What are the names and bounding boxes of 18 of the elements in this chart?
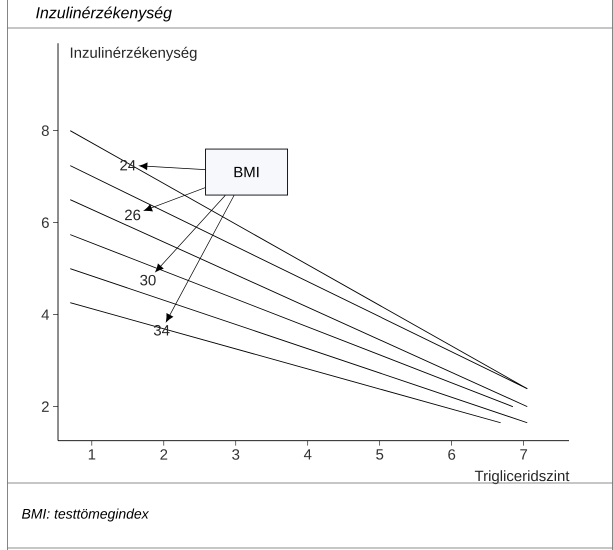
chart-title: Inzulinérzékenység xyxy=(36,6,172,22)
x-tick-label: 7 xyxy=(520,449,528,460)
x-axis-title: Trigliceridszint xyxy=(474,470,570,484)
annotation: BMI xyxy=(234,166,258,178)
y-axis-title: Inzulinérzékenység xyxy=(70,46,196,61)
x-tick-label: 4 xyxy=(304,449,312,460)
annotation: 26 xyxy=(125,210,140,220)
y-tick-label: 2 xyxy=(42,401,49,412)
y-tick-label: 6 xyxy=(42,217,49,228)
x-tick-label: 6 xyxy=(448,449,456,460)
x-tick-label: 2 xyxy=(160,449,168,460)
x-tick-label: 3 xyxy=(232,449,240,460)
text: BMI: testtömegindex xyxy=(22,508,150,522)
y-tick-label: 4 xyxy=(42,310,50,320)
x-tick-label: 1 xyxy=(88,449,96,460)
x-tick-label: 5 xyxy=(376,449,384,460)
y-tick-label: 8 xyxy=(42,125,49,136)
annotation: 30 xyxy=(140,274,156,286)
